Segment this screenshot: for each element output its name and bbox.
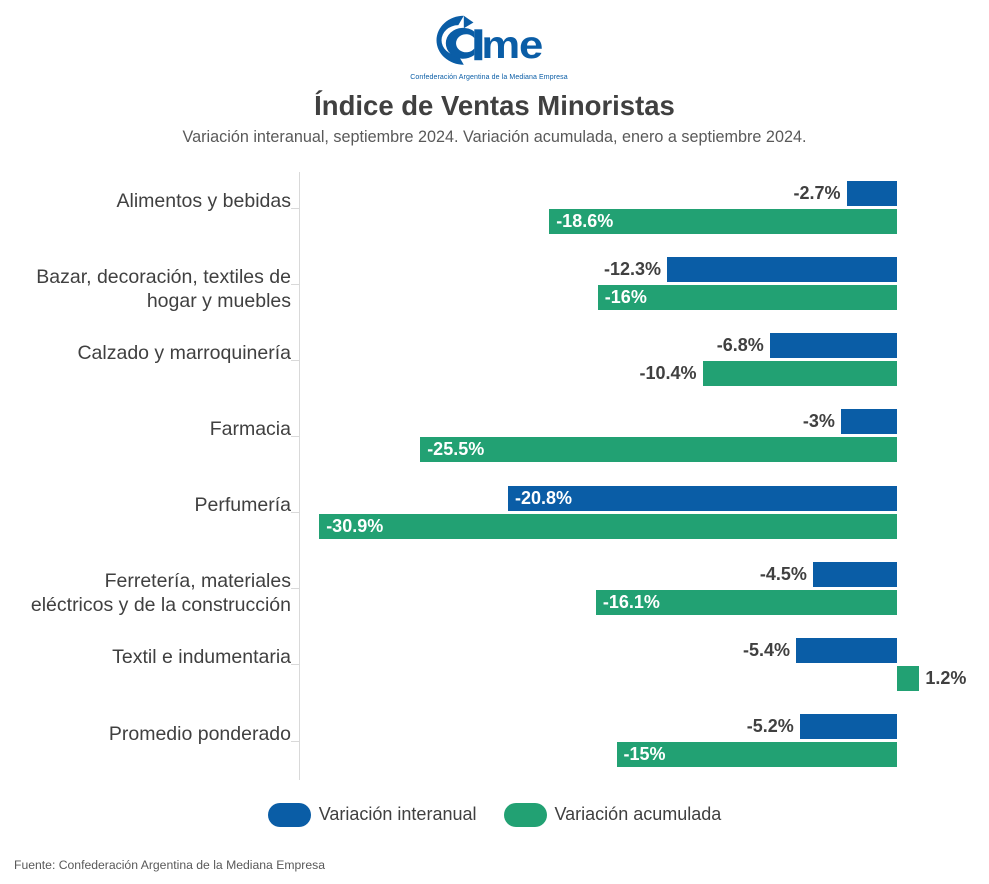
svg-text:me: me [481, 22, 542, 66]
